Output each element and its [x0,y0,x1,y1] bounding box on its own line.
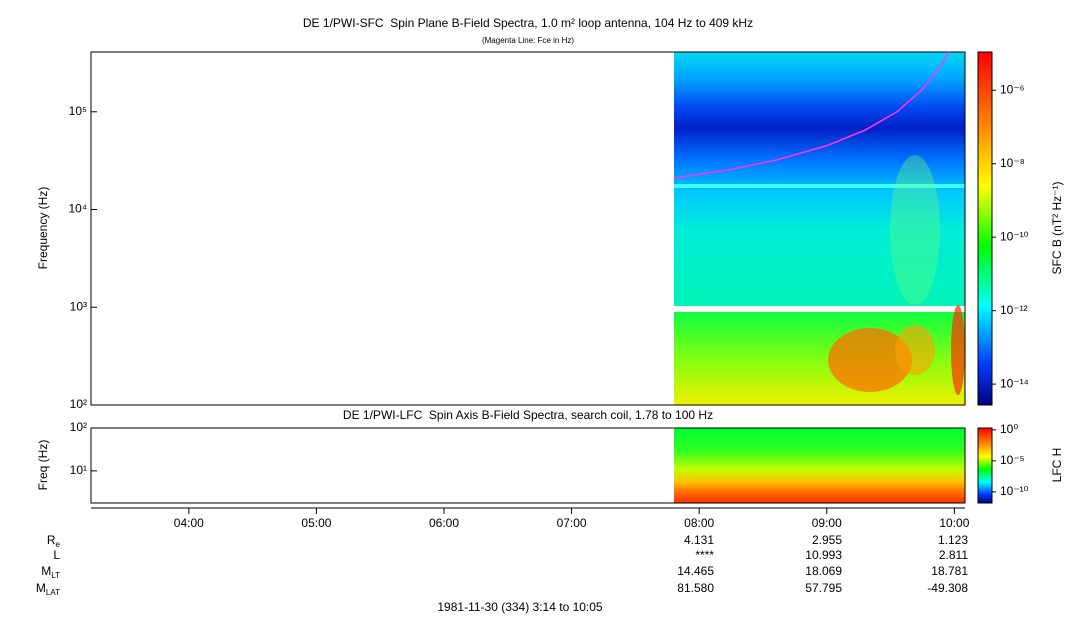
ephemeris-value: 57.795 [805,581,842,595]
ephemeris-value: 14.465 [677,564,714,578]
ephemeris-value: -49.308 [927,581,968,595]
colorbar-label: SFC B (nT² Hz⁻¹) [1050,182,1064,275]
ephemeris-label: L [53,548,60,562]
colorbar-tick-label: 10⁻¹² [1000,303,1028,317]
ephemeris-label-main: R [47,533,56,547]
ephemeris-value: 2.811 [939,548,968,562]
ephemeris-value: 81.580 [677,581,714,595]
ephemeris-label: MLAT [36,581,60,597]
ephemeris-value: 1.123 [938,533,968,547]
colorbar-tick-label: 10⁻¹⁴ [1000,376,1029,390]
colorbar-tick-label: 10⁻⁶ [1000,82,1025,96]
y-tick-label: 10² [70,397,87,411]
colorbar-label: LFC H [1050,448,1064,483]
x-tick-label: 08:00 [684,516,714,530]
footer: 1981-11-30 (334) 3:14 to 10:05 [437,600,603,614]
colorbar-tick-label: 10⁻⁵ [1000,453,1025,467]
ephemeris-label-sub: LAT [46,588,60,597]
colorbar [977,427,993,504]
ephemeris-label-main: L [53,548,60,562]
ephemeris-value: 2.955 [812,533,842,547]
y-axis-label: Frequency (Hz) [36,187,50,270]
panel-subtitle: (Magenta Line: Fce in Hz) [482,36,574,45]
plot-frame [90,51,966,406]
y-tick-label: 10⁴ [68,202,87,216]
ephemeris-label-sub: LT [51,571,60,580]
ephemeris-label: MLT [41,564,60,580]
colorbar [977,51,993,406]
x-tick-label: 09:00 [812,516,842,530]
ephemeris-value: 18.781 [931,564,968,578]
ephemeris-label: Re [47,533,61,549]
colorbar-tick-label: 10⁻⁸ [1000,156,1025,170]
ephemeris-value: 4.131 [684,533,714,547]
y-tick-label: 10¹ [70,463,87,477]
ephemeris-label-sub: e [56,540,61,549]
ephemeris-value: **** [695,548,714,562]
colorbar-tick-label: 10⁻¹⁰ [1000,229,1029,243]
panel-title: DE 1/PWI-LFC Spin Axis B-Field Spectra, … [343,408,713,422]
spectrogram-image [674,52,965,503]
fce-line [673,51,950,179]
y-tick-label: 10³ [70,299,87,313]
x-tick-label: 05:00 [301,516,331,530]
ephemeris-value: 10.993 [805,548,842,562]
ephemeris-label-main: M [36,581,46,595]
colorbar-tick-label: 10⁻¹⁰ [1000,484,1029,498]
y-tick-label: 10² [70,420,87,434]
y-axis-label: Freq (Hz) [36,440,50,491]
x-tick-label: 10:00 [939,516,969,530]
x-tick-label: 07:00 [557,516,587,530]
y-tick-label: 10⁵ [69,104,87,118]
panel-title: DE 1/PWI-SFC Spin Plane B-Field Spectra,… [303,16,753,30]
x-tick-label: 06:00 [429,516,459,530]
x-tick-label: 04:00 [174,516,204,530]
ephemeris-value: 18.069 [805,564,842,578]
colorbar-tick-label: 10⁰ [1000,422,1018,436]
plot-frame [90,427,966,504]
ephemeris-label-main: M [41,564,51,578]
